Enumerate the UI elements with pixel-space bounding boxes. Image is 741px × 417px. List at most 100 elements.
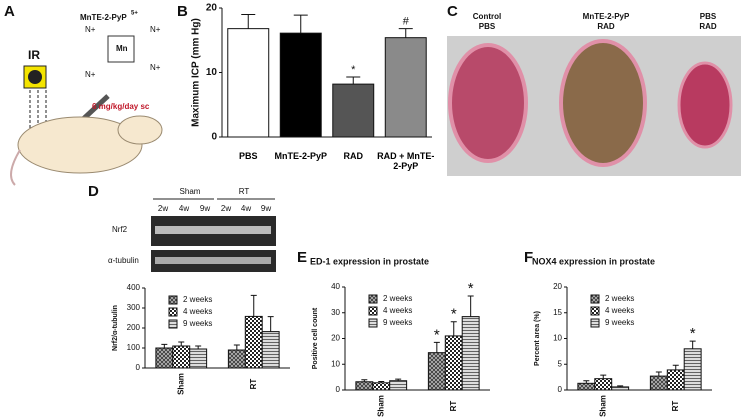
chart-title: NOX4 expression in prostate	[532, 256, 655, 266]
y-tick-label: 300	[127, 303, 141, 312]
y-tick-label: 0	[211, 132, 217, 143]
radiation-label: IR	[28, 48, 40, 62]
bar	[372, 382, 391, 391]
y-axis-label: Nrf2/α-tubulin	[112, 305, 119, 351]
n-label: N+	[85, 70, 96, 79]
y-tick-label: 20	[331, 334, 340, 343]
error-bar	[467, 295, 474, 317]
y-axis-label: Positive cell count	[312, 307, 319, 369]
panel-label: A	[4, 3, 15, 20]
y-tick-label: 5	[558, 359, 563, 368]
legend-label: 9 weeks	[183, 319, 212, 328]
lane-label: 2w	[158, 204, 168, 213]
error-bar	[346, 76, 361, 85]
error-bar	[267, 316, 274, 332]
lane-label: 4w	[179, 204, 189, 213]
y-tick-label: 20	[206, 3, 218, 14]
significance: *	[451, 306, 457, 323]
prostate	[677, 61, 733, 149]
error-bar	[241, 13, 256, 29]
legend-swatch	[368, 294, 378, 304]
y-tick-label: 0	[336, 385, 341, 394]
y-tick-label: 10	[206, 67, 218, 78]
mouse-tail	[10, 149, 21, 186]
bar	[355, 381, 374, 391]
error-bar	[395, 378, 402, 381]
compound-name: MnTE-2-PyP	[80, 13, 127, 22]
x-tick-label: Sham	[376, 395, 385, 417]
error-bar	[195, 345, 202, 349]
lane-label: 2w	[221, 204, 231, 213]
legend-label: 2 weeks	[605, 294, 634, 303]
blot-group: Sham	[180, 187, 201, 196]
photo-label: RAD	[597, 22, 615, 31]
error-bar	[250, 294, 257, 317]
y-tick-label: 0	[558, 385, 563, 394]
lane-label: 9w	[200, 204, 210, 213]
bar	[155, 347, 174, 369]
bar	[461, 316, 480, 391]
significance: *	[434, 326, 440, 343]
y-tick-label: 100	[127, 343, 141, 352]
bar	[611, 386, 630, 391]
prostate	[559, 39, 647, 167]
error-bar	[398, 28, 413, 38]
bar	[384, 37, 427, 138]
y-tick-label: 15	[553, 308, 562, 317]
y-tick-label: 200	[127, 323, 141, 332]
y-tick-label: 10	[553, 334, 562, 343]
panel-c: Control PBS MnTE-2-PyP RAD PBS RAD	[447, 12, 741, 176]
n-label: N+	[150, 25, 161, 34]
y-tick-label: 20	[553, 282, 562, 291]
panel-label: E	[297, 249, 307, 266]
panel-label: B	[177, 3, 188, 20]
bar	[683, 348, 702, 391]
y-tick-label: 40	[331, 282, 340, 291]
error-bar	[450, 321, 457, 336]
bar	[594, 378, 613, 391]
bar	[389, 380, 408, 391]
x-tick-label: Sham	[176, 373, 185, 395]
x-tick-label: RT	[449, 401, 458, 412]
significance: *	[690, 325, 696, 342]
bar	[649, 375, 668, 391]
x-tick-label: RT	[249, 379, 258, 390]
error-bar	[583, 380, 590, 384]
panel-a: MnTE-2-PyP 5+ Mn N+ N+ N+ N+ IR 6 mg/kg/…	[10, 11, 163, 186]
chart-title: ED-1 expression in prostate	[310, 256, 429, 266]
bar	[244, 315, 263, 369]
y-tick-label: 0	[136, 363, 141, 372]
error-bar	[178, 341, 185, 346]
error-bar	[361, 379, 368, 382]
metal-label: Mn	[116, 44, 128, 53]
bar	[427, 352, 446, 391]
blot-row: α-tubulin	[108, 256, 139, 265]
legend-label: 4 weeks	[383, 306, 412, 315]
significance: #	[403, 16, 410, 28]
legend-label: 4 weeks	[183, 307, 212, 316]
panel-d-blot: Sham RT 2w 4w 9w 2w 4w 9w Nrf2 α-tubulin	[108, 187, 276, 272]
lane-label: 4w	[241, 204, 251, 213]
y-axis-label: Maximum ICP (mm Hg)	[191, 18, 202, 127]
photo-label: PBS	[479, 22, 496, 31]
significance: *	[351, 64, 356, 76]
band	[155, 257, 271, 264]
bar	[577, 382, 596, 391]
dose-label: 6 mg/kg/day sc	[92, 102, 150, 111]
bar	[189, 348, 208, 369]
error-bar	[433, 341, 440, 353]
photo-label: PBS	[700, 12, 717, 21]
bar	[227, 28, 270, 138]
mouse-body	[17, 116, 143, 174]
error-bar	[655, 371, 662, 377]
bar	[172, 345, 191, 369]
panel-label: C	[447, 3, 458, 20]
legend-swatch	[368, 318, 378, 328]
bar	[279, 32, 322, 138]
error-bar	[378, 381, 385, 383]
x-tick-label: Sham	[598, 395, 607, 417]
legend-swatch	[368, 306, 378, 316]
bar	[666, 369, 685, 391]
